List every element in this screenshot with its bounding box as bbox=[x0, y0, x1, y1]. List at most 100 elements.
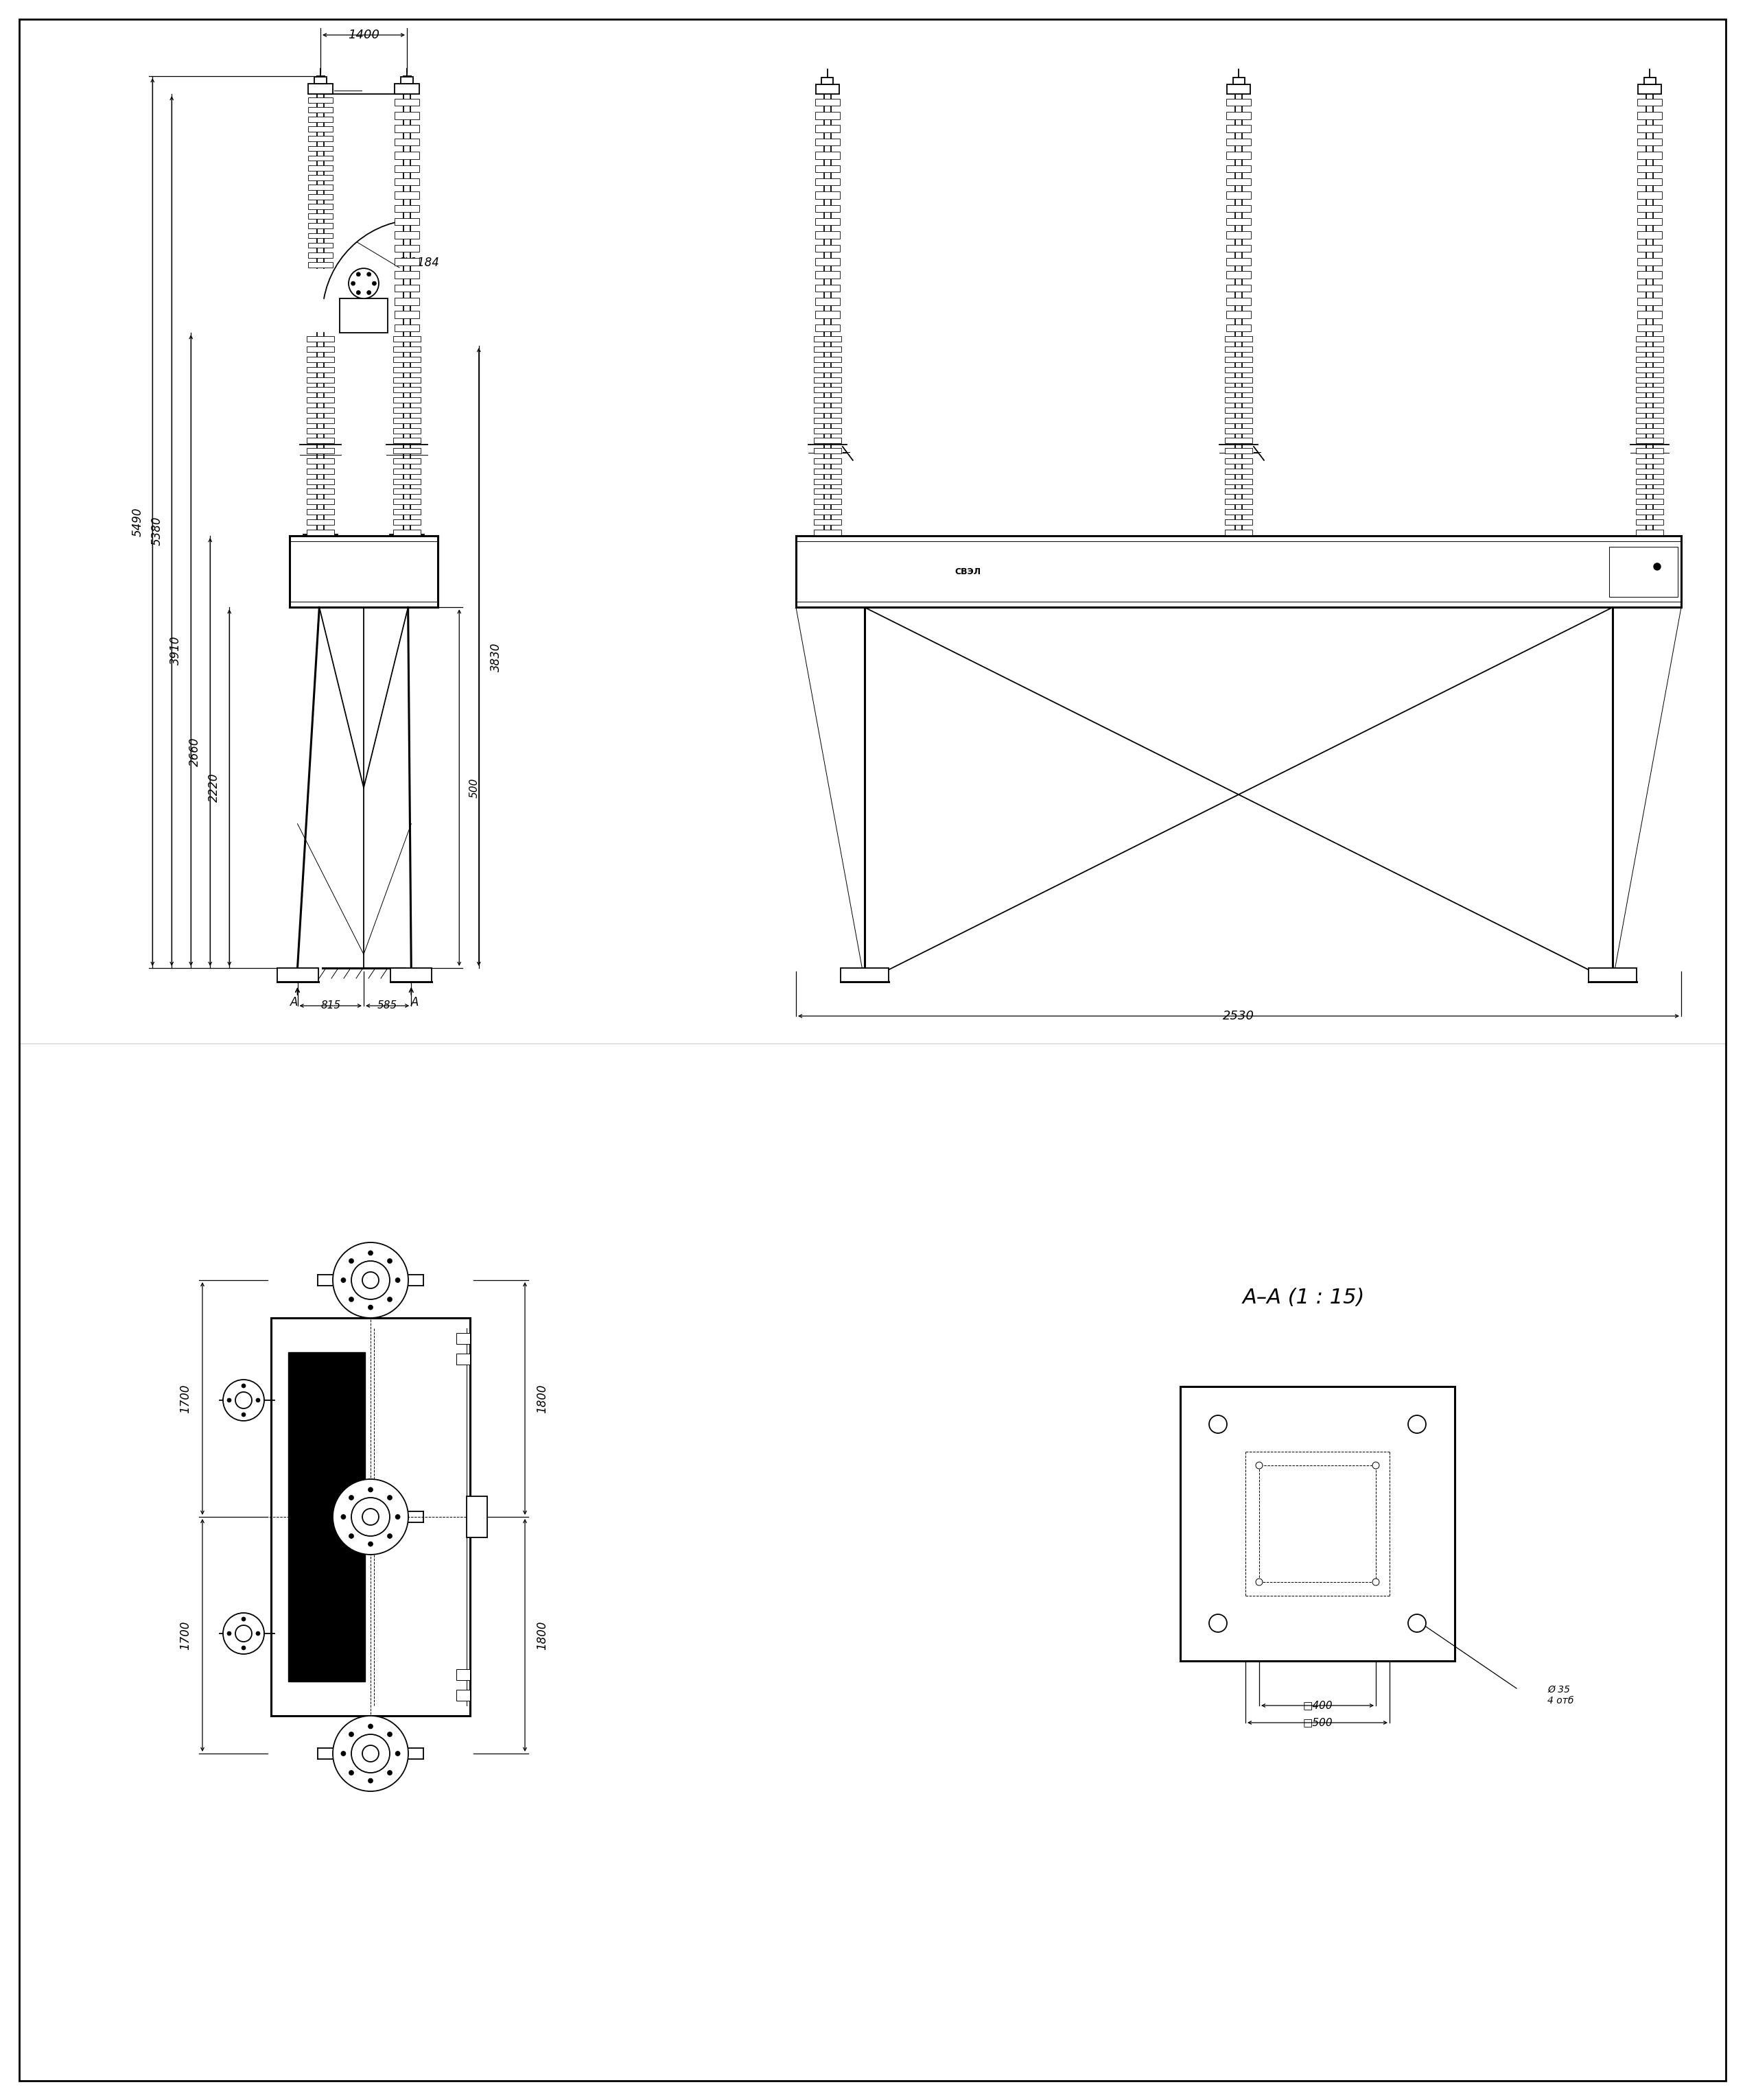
Text: 815: 815 bbox=[321, 1000, 340, 1010]
Circle shape bbox=[1372, 1462, 1379, 1468]
Circle shape bbox=[356, 273, 361, 277]
Bar bbox=[1227, 84, 1249, 94]
Bar bbox=[1225, 357, 1253, 363]
Bar bbox=[314, 76, 326, 84]
Bar bbox=[815, 178, 839, 185]
Circle shape bbox=[351, 1735, 389, 1772]
Bar bbox=[309, 136, 333, 141]
Bar bbox=[1225, 378, 1253, 382]
Circle shape bbox=[349, 269, 379, 298]
Circle shape bbox=[351, 281, 356, 286]
Bar bbox=[1637, 428, 1663, 433]
Bar bbox=[393, 508, 421, 514]
Bar bbox=[394, 298, 419, 304]
Bar bbox=[1637, 439, 1663, 443]
Bar bbox=[307, 367, 335, 372]
Bar bbox=[307, 428, 335, 433]
Bar bbox=[1225, 447, 1253, 454]
Bar bbox=[1225, 468, 1253, 475]
Text: 1700: 1700 bbox=[180, 1384, 192, 1413]
Bar bbox=[815, 191, 839, 200]
Bar bbox=[394, 139, 419, 145]
Bar bbox=[307, 447, 335, 454]
Bar bbox=[393, 378, 421, 382]
Bar bbox=[1225, 386, 1253, 393]
Circle shape bbox=[366, 290, 372, 294]
Bar bbox=[309, 174, 333, 181]
Circle shape bbox=[340, 1751, 346, 1756]
Bar bbox=[393, 397, 421, 403]
Bar bbox=[1609, 546, 1677, 596]
Bar bbox=[1225, 529, 1253, 536]
Bar bbox=[813, 378, 841, 382]
Circle shape bbox=[368, 1724, 373, 1728]
Circle shape bbox=[236, 1392, 251, 1409]
Circle shape bbox=[368, 1304, 373, 1310]
Circle shape bbox=[372, 281, 377, 286]
Bar bbox=[393, 336, 421, 342]
Bar bbox=[393, 458, 421, 464]
Circle shape bbox=[368, 1541, 373, 1546]
Text: 5380: 5380 bbox=[150, 517, 162, 546]
Circle shape bbox=[1408, 1415, 1426, 1432]
Text: А–А (1 : 15): А–А (1 : 15) bbox=[1242, 1287, 1365, 1308]
Circle shape bbox=[396, 1277, 400, 1283]
Bar bbox=[394, 271, 419, 279]
Circle shape bbox=[1654, 563, 1661, 569]
Circle shape bbox=[366, 273, 372, 277]
Bar bbox=[1227, 231, 1251, 239]
Circle shape bbox=[349, 1770, 354, 1774]
Circle shape bbox=[1408, 1615, 1426, 1632]
Circle shape bbox=[257, 1399, 260, 1403]
Bar bbox=[813, 500, 841, 504]
Bar bbox=[394, 218, 419, 225]
Bar bbox=[307, 479, 335, 485]
Circle shape bbox=[241, 1617, 246, 1621]
Bar bbox=[466, 1497, 487, 1537]
Bar bbox=[815, 244, 839, 252]
Bar bbox=[309, 233, 333, 237]
Bar bbox=[393, 447, 421, 454]
Bar bbox=[1637, 336, 1663, 342]
Bar bbox=[1227, 99, 1251, 105]
Bar bbox=[815, 323, 839, 332]
Bar bbox=[309, 185, 333, 189]
Text: 2530: 2530 bbox=[1223, 1010, 1255, 1023]
Bar bbox=[1225, 397, 1253, 403]
Bar bbox=[394, 258, 419, 265]
Circle shape bbox=[396, 1514, 400, 1518]
Text: 1700: 1700 bbox=[180, 1621, 192, 1651]
Circle shape bbox=[1256, 1462, 1263, 1468]
Bar bbox=[270, 1319, 469, 1716]
Bar bbox=[815, 298, 839, 304]
Bar bbox=[307, 357, 335, 363]
Bar bbox=[1225, 407, 1253, 414]
Bar bbox=[813, 336, 841, 342]
Bar bbox=[1232, 78, 1244, 84]
Bar bbox=[309, 118, 333, 122]
Bar bbox=[1637, 206, 1661, 212]
Bar bbox=[393, 346, 421, 353]
Bar bbox=[1225, 479, 1253, 485]
Bar bbox=[1637, 508, 1663, 514]
Bar bbox=[1637, 407, 1663, 414]
Circle shape bbox=[1372, 1579, 1379, 1585]
Bar bbox=[307, 508, 335, 514]
Bar bbox=[815, 126, 839, 132]
Bar bbox=[307, 418, 335, 424]
Bar bbox=[1637, 166, 1661, 172]
Bar bbox=[340, 298, 387, 332]
Bar bbox=[394, 311, 419, 319]
Bar bbox=[1637, 397, 1663, 403]
Bar bbox=[1227, 126, 1251, 132]
Bar bbox=[1227, 191, 1251, 200]
Bar bbox=[394, 99, 419, 105]
Bar bbox=[393, 468, 421, 475]
Circle shape bbox=[387, 1495, 393, 1499]
Circle shape bbox=[1256, 1579, 1263, 1585]
Bar bbox=[309, 195, 333, 200]
Bar bbox=[1225, 336, 1253, 342]
Bar bbox=[457, 1690, 469, 1701]
Bar bbox=[1637, 468, 1663, 475]
Circle shape bbox=[340, 1514, 346, 1518]
